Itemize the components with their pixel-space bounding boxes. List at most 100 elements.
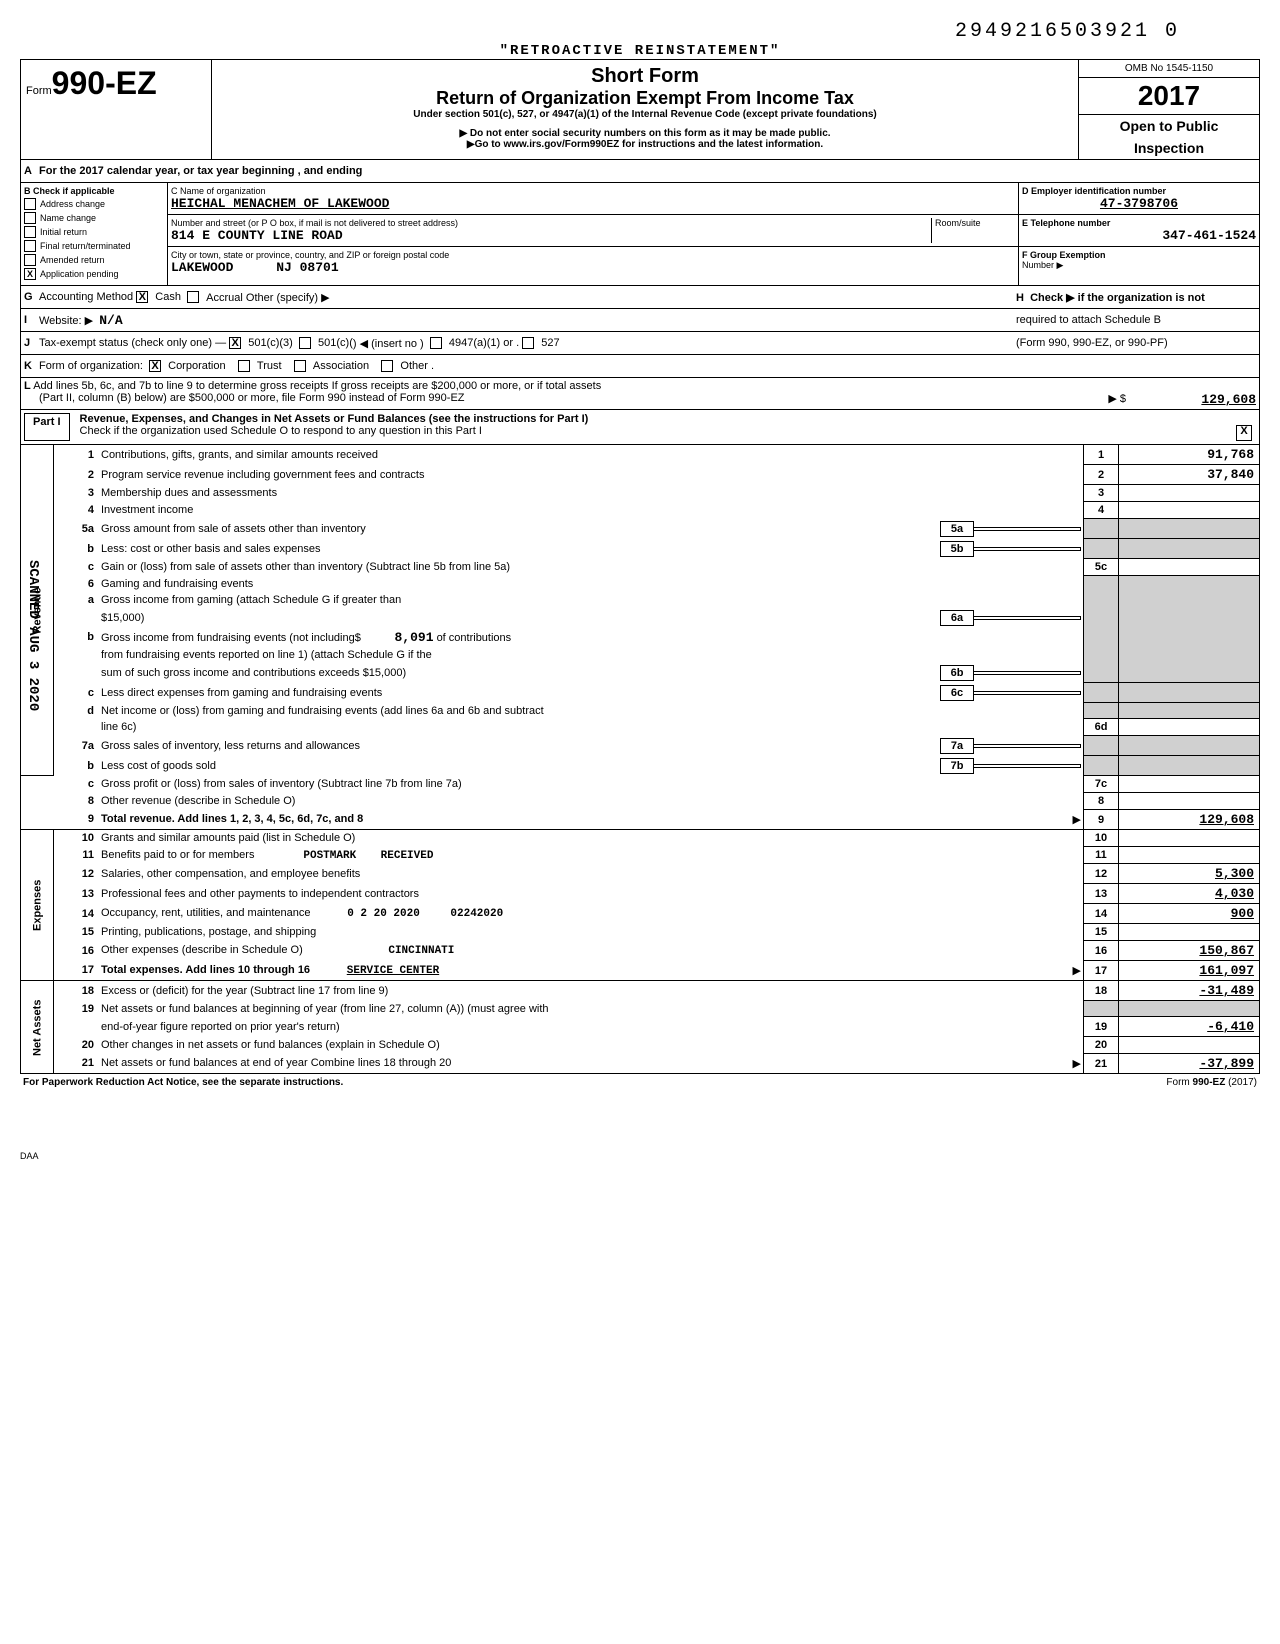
l20-val xyxy=(1119,1037,1260,1054)
city-label: City or town, state or province, country… xyxy=(171,250,1015,260)
line-g-letter: G xyxy=(24,291,39,303)
service-center-stamp: SERVICE CENTER xyxy=(347,965,439,977)
amended-return-label: Amended return xyxy=(40,255,105,265)
l17-val: 161,097 xyxy=(1119,961,1260,981)
l5c-num: c xyxy=(54,559,100,576)
name-label: C Name of organization xyxy=(171,186,1015,196)
l8-boxnum: 8 xyxy=(1084,793,1119,810)
527-checkbox[interactable] xyxy=(522,337,534,349)
accrual-checkbox[interactable] xyxy=(187,291,199,303)
initial-return-checkbox[interactable] xyxy=(24,226,36,238)
part1-title: Revenue, Expenses, and Changes in Net As… xyxy=(80,413,1256,425)
received-stamp: RECEIVED xyxy=(381,850,434,862)
l6b-contrib: 8,091 xyxy=(394,630,433,645)
address-change-label: Address change xyxy=(40,199,105,209)
retroactive-label: "RETROACTIVE REINSTATEMENT" xyxy=(20,43,1260,59)
l2-boxnum: 2 xyxy=(1084,465,1119,485)
501c3-checkbox[interactable]: X xyxy=(229,337,241,349)
corp-checkbox[interactable]: X xyxy=(149,360,161,372)
omb-number: OMB No 1545-1150 xyxy=(1079,60,1259,78)
subtitle: Under section 501(c), 527, or 4947(a)(1)… xyxy=(217,109,1073,120)
paperwork-notice: For Paperwork Reduction Act Notice, see … xyxy=(23,1077,343,1088)
l10-desc: Grants and similar amounts paid (list in… xyxy=(99,830,1084,847)
website-value: N/A xyxy=(99,313,122,328)
l11-desc: Benefits paid to or for members xyxy=(101,849,254,861)
4947-checkbox[interactable] xyxy=(430,337,442,349)
line-h-text: Check ▶ if the organization is not xyxy=(1030,292,1205,304)
l11-boxnum: 11 xyxy=(1084,847,1119,864)
l21-num: 21 xyxy=(54,1054,100,1074)
assoc-checkbox[interactable] xyxy=(294,360,306,372)
l13-boxnum: 13 xyxy=(1084,884,1119,904)
l21-desc: Net assets or fund balances at end of ye… xyxy=(101,1057,451,1069)
l7b-num: b xyxy=(54,756,100,776)
other-checkbox[interactable] xyxy=(381,360,393,372)
short-form-title: Short Form xyxy=(217,65,1073,88)
final-return-checkbox[interactable] xyxy=(24,240,36,252)
501c3-label: 501(c)(3) xyxy=(248,337,293,349)
l18-desc: Excess or (deficit) for the year (Subtra… xyxy=(99,981,1084,1001)
l5a-sub: 5a xyxy=(940,521,974,537)
501c-checkbox[interactable] xyxy=(299,337,311,349)
state-zip: NJ 08701 xyxy=(276,260,338,275)
part1-label: Part I xyxy=(24,413,70,441)
l16-desc: Other expenses (describe in Schedule O) xyxy=(101,944,303,956)
inspection: Inspection xyxy=(1079,137,1259,159)
expenses-side-label: Expenses xyxy=(21,830,54,981)
l19-desc2: end-of-year figure reported on prior yea… xyxy=(99,1017,1084,1037)
line-l-text1: Add lines 5b, 6c, and 7b to line 9 to de… xyxy=(33,380,601,392)
line-l-arrow: ▶ $ xyxy=(1108,392,1126,407)
l7b-subval xyxy=(974,764,1081,768)
l5c-val xyxy=(1119,559,1260,576)
ein: 47-3798706 xyxy=(1022,196,1256,211)
l18-val: -31,489 xyxy=(1119,981,1260,1001)
l10-num: 10 xyxy=(54,830,100,847)
l10-val xyxy=(1119,830,1260,847)
form-footer: Form 990-EZ (2017) xyxy=(1166,1077,1257,1088)
app-pending-checkbox[interactable]: X xyxy=(24,268,36,280)
street-label: Number and street (or P O box, if mail i… xyxy=(171,218,931,228)
l19-desc: Net assets or fund balances at beginning… xyxy=(99,1001,1084,1017)
name-change-checkbox[interactable] xyxy=(24,212,36,224)
cash-checkbox[interactable]: X xyxy=(136,291,148,303)
tracking-number: 2949216503921 0 xyxy=(20,20,1180,43)
tel: 347-461-1524 xyxy=(1022,228,1256,243)
cash-label: Cash xyxy=(155,291,181,303)
l16-boxnum: 16 xyxy=(1084,941,1119,961)
trust-label: Trust xyxy=(257,360,282,372)
l1-desc: Contributions, gifts, grants, and simila… xyxy=(99,445,1084,465)
l3-boxnum: 3 xyxy=(1084,485,1119,502)
l6a-sub: 6a xyxy=(940,610,974,626)
l6a-subval xyxy=(974,616,1081,620)
l11-num: 11 xyxy=(54,847,100,864)
l6a-num: a xyxy=(54,592,100,608)
revenue-table: Revenue 1 Contributions, gifts, grants, … xyxy=(20,445,1260,1074)
l6b-desc2: from fundraising events reported on line… xyxy=(99,647,1084,663)
address-change-checkbox[interactable] xyxy=(24,198,36,210)
form-prefix: Form xyxy=(26,85,52,97)
l5b-sub: 5b xyxy=(940,541,974,557)
l5a-num: 5a xyxy=(54,519,100,539)
l7a-sub: 7a xyxy=(940,738,974,754)
schedule-o-checkbox[interactable]: X xyxy=(1236,425,1252,441)
l7c-val xyxy=(1119,776,1260,793)
l7c-num: c xyxy=(54,776,100,793)
l12-num: 12 xyxy=(54,864,100,884)
l6d-desc2: line 6c) xyxy=(99,719,1084,736)
amended-return-checkbox[interactable] xyxy=(24,254,36,266)
l2-desc: Program service revenue including govern… xyxy=(99,465,1084,485)
l5c-desc: Gain or (loss) from sale of assets other… xyxy=(99,559,1084,576)
l6c-desc: Less direct expenses from gaming and fun… xyxy=(101,687,382,699)
l9-num: 9 xyxy=(54,810,100,830)
l5a-grey xyxy=(1084,519,1119,539)
l13-num: 13 xyxy=(54,884,100,904)
ein-label: D Employer identification number xyxy=(1022,186,1256,196)
l15-boxnum: 15 xyxy=(1084,924,1119,941)
l1-val: 91,768 xyxy=(1119,445,1260,465)
street-address: 814 E COUNTY LINE ROAD xyxy=(171,228,931,243)
l6d-boxnum: 6d xyxy=(1084,719,1119,736)
l3-num: 3 xyxy=(54,485,100,502)
date1-stamp: 0 2 20 2020 xyxy=(347,908,420,920)
trust-checkbox[interactable] xyxy=(238,360,250,372)
l4-val xyxy=(1119,502,1260,519)
